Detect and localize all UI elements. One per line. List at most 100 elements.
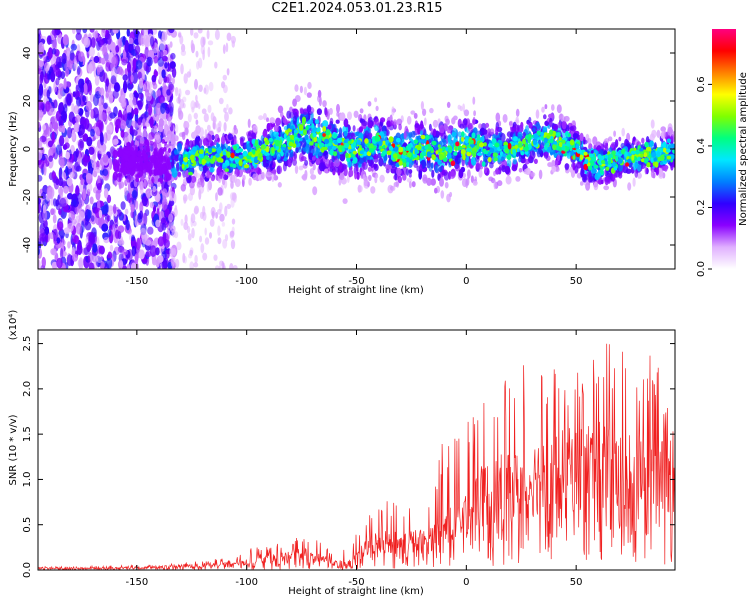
spectral-blob bbox=[410, 110, 416, 115]
spectral-blob bbox=[202, 49, 205, 61]
spectral-blob bbox=[293, 151, 297, 160]
spectral-blob bbox=[180, 218, 184, 226]
spectral-blob bbox=[38, 42, 45, 55]
spectral-blob bbox=[614, 165, 618, 171]
spectral-blob bbox=[92, 107, 99, 119]
spectral-blob bbox=[90, 128, 95, 137]
spectral-blob bbox=[115, 45, 120, 53]
spectral-blob bbox=[161, 69, 166, 79]
spectral-blob bbox=[499, 145, 505, 150]
spectral-blob bbox=[48, 155, 53, 162]
spectral-blob bbox=[518, 157, 522, 163]
spectral-blob bbox=[494, 169, 500, 175]
spectral-blob bbox=[185, 89, 191, 96]
spectral-blob bbox=[170, 153, 174, 160]
spectral-blob bbox=[66, 50, 71, 61]
spectral-blob bbox=[194, 78, 198, 90]
spectral-blob bbox=[467, 122, 474, 133]
spectral-blob bbox=[378, 157, 384, 167]
spectral-blob bbox=[275, 117, 282, 127]
spectral-blob bbox=[369, 143, 374, 150]
spectral-blob bbox=[208, 81, 214, 92]
spectral-blob bbox=[131, 245, 136, 257]
spectral-blob bbox=[221, 261, 225, 269]
spectral-blob bbox=[82, 188, 87, 201]
spectral-blob bbox=[289, 106, 293, 113]
spectral-blob bbox=[55, 68, 61, 76]
spectral-blob bbox=[528, 121, 533, 129]
spectral-blob bbox=[618, 136, 622, 142]
spectral-blob bbox=[374, 97, 378, 103]
spectral-blob bbox=[121, 249, 129, 256]
spectral-blob bbox=[548, 113, 554, 119]
spectral-blob bbox=[327, 124, 332, 130]
spectral-blob bbox=[512, 158, 517, 165]
spectral-blob bbox=[148, 104, 153, 116]
spectral-blob bbox=[187, 113, 192, 123]
spectral-blob bbox=[147, 29, 153, 35]
spectral-blob bbox=[153, 167, 158, 176]
spectral-blob bbox=[76, 243, 83, 255]
spectral-blob bbox=[569, 145, 573, 152]
spectral-blob bbox=[576, 148, 582, 154]
spectral-blob bbox=[109, 112, 116, 119]
spectral-blob bbox=[113, 82, 120, 93]
spectral-blob bbox=[437, 159, 442, 166]
spectral-blob bbox=[41, 256, 46, 267]
spectral-blob bbox=[79, 140, 84, 149]
spectral-blob bbox=[135, 200, 139, 210]
spectral-blob bbox=[217, 127, 222, 133]
spectral-blob bbox=[86, 136, 93, 147]
spectral-blob bbox=[493, 170, 496, 177]
spectral-blob bbox=[352, 159, 357, 164]
spectral-blob bbox=[55, 144, 63, 156]
spectral-blob bbox=[184, 127, 189, 135]
spectral-blob bbox=[187, 225, 191, 234]
spectral-blob bbox=[167, 180, 171, 186]
spectral-blob bbox=[447, 134, 452, 144]
spectral-blob bbox=[190, 39, 194, 51]
spectral-blob bbox=[224, 205, 228, 217]
spectral-blob bbox=[579, 154, 584, 161]
spectral-blob bbox=[69, 49, 75, 61]
spectral-blob bbox=[211, 210, 215, 219]
spectral-blob bbox=[196, 60, 200, 70]
spectral-blob bbox=[176, 162, 180, 172]
spectral-blob bbox=[603, 185, 610, 191]
spectral-blob bbox=[339, 112, 346, 122]
spectral-blob bbox=[552, 123, 559, 132]
spectral-blob bbox=[522, 131, 526, 139]
spectral-blob bbox=[275, 151, 281, 160]
spectral-blob bbox=[112, 139, 118, 145]
spectral-blob bbox=[271, 169, 277, 174]
spectral-blob bbox=[168, 199, 175, 207]
spectral-blob bbox=[193, 112, 198, 120]
spectral-blob bbox=[70, 43, 78, 51]
spectral-blob bbox=[93, 55, 100, 64]
spectral-blob bbox=[64, 136, 69, 145]
spectral-blob bbox=[77, 66, 81, 75]
spectral-blob bbox=[215, 212, 219, 219]
spectral-blob bbox=[300, 156, 307, 162]
spectral-blob bbox=[492, 152, 498, 157]
spectral-blob bbox=[364, 138, 369, 144]
spectral-blob bbox=[181, 131, 186, 141]
spectral-blob bbox=[373, 163, 379, 171]
spectral-blob bbox=[47, 186, 55, 199]
spectral-blob bbox=[77, 203, 82, 214]
spectral-blob bbox=[168, 81, 174, 91]
spectral-blob bbox=[447, 147, 452, 153]
spectral-blob bbox=[332, 151, 338, 157]
spectral-blob bbox=[149, 140, 154, 146]
spectral-blob bbox=[198, 84, 203, 93]
spectral-blob bbox=[532, 139, 538, 146]
spectral-blob bbox=[159, 39, 166, 52]
spectral-blob bbox=[38, 60, 44, 67]
spectral-blob bbox=[46, 35, 52, 45]
spectral-blob bbox=[252, 173, 258, 181]
spectral-blob bbox=[46, 89, 50, 99]
spectral-blob bbox=[89, 232, 96, 246]
spectral-blob bbox=[170, 257, 175, 267]
spectral-blob bbox=[312, 132, 317, 138]
spectral-blob bbox=[38, 202, 41, 214]
